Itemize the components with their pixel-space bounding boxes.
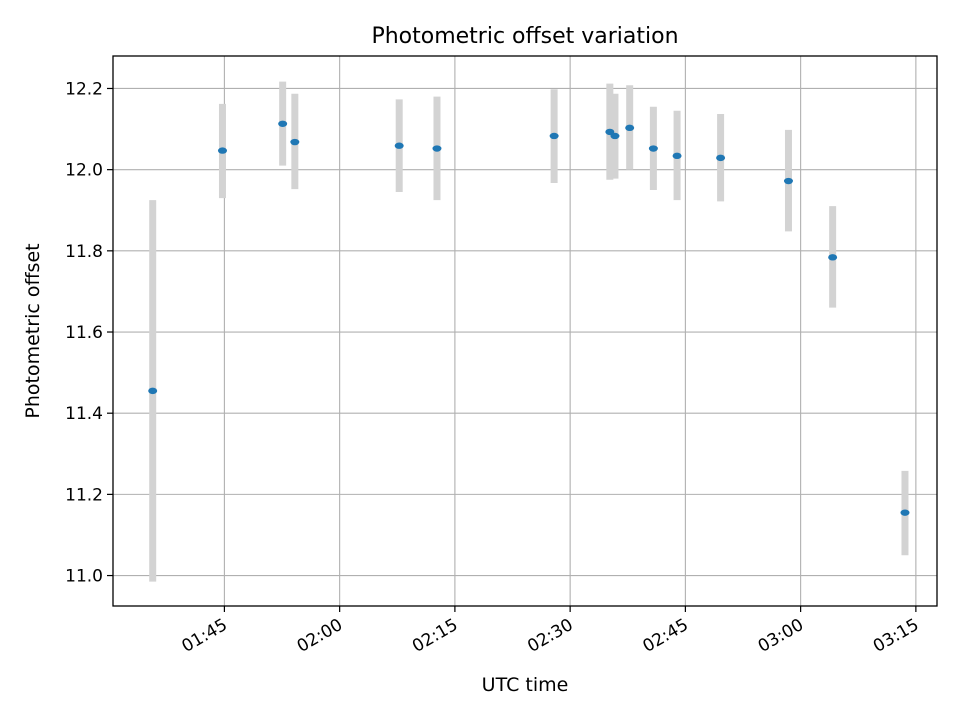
- data-point: [148, 387, 158, 395]
- data-point: [783, 177, 793, 185]
- data-point: [217, 147, 227, 154]
- chart-title: Photometric offset variation: [371, 24, 678, 49]
- y-tick-label: 12.0: [65, 161, 103, 181]
- data-point: [900, 509, 910, 516]
- y-axis-title: Photometric offset: [22, 243, 44, 418]
- data-markers: [148, 120, 910, 516]
- data-point: [828, 254, 838, 261]
- data-point: [290, 138, 300, 146]
- y-tick-label: 11.0: [65, 567, 103, 587]
- x-tick-label: 02:00: [294, 615, 346, 657]
- y-tick-label: 12.2: [65, 79, 103, 99]
- data-point: [625, 124, 635, 132]
- data-point: [394, 142, 404, 149]
- x-tick-label: 01:45: [178, 615, 230, 657]
- y-tick-label: 11.2: [65, 485, 103, 505]
- y-tick-label: 11.6: [65, 323, 103, 343]
- plot-frame: [112, 55, 938, 607]
- x-tick-label: 02:30: [524, 615, 576, 657]
- data-point: [432, 145, 442, 152]
- data-point: [549, 132, 559, 140]
- grid: [113, 56, 937, 606]
- data-point: [672, 152, 682, 160]
- x-tick-label: 03:15: [870, 615, 922, 657]
- y-tick-label: 11.8: [65, 242, 103, 262]
- data-point: [648, 145, 658, 152]
- y-tick-label: 11.4: [65, 404, 103, 424]
- data-point: [278, 120, 288, 127]
- x-tick-label: 02:15: [409, 615, 461, 657]
- x-tick-label: 02:45: [639, 615, 691, 657]
- x-axis-title: UTC time: [482, 674, 569, 696]
- data-point: [716, 154, 726, 162]
- x-tick-label: 03:00: [755, 615, 807, 657]
- data-point: [610, 132, 620, 140]
- plot-background: [113, 56, 937, 606]
